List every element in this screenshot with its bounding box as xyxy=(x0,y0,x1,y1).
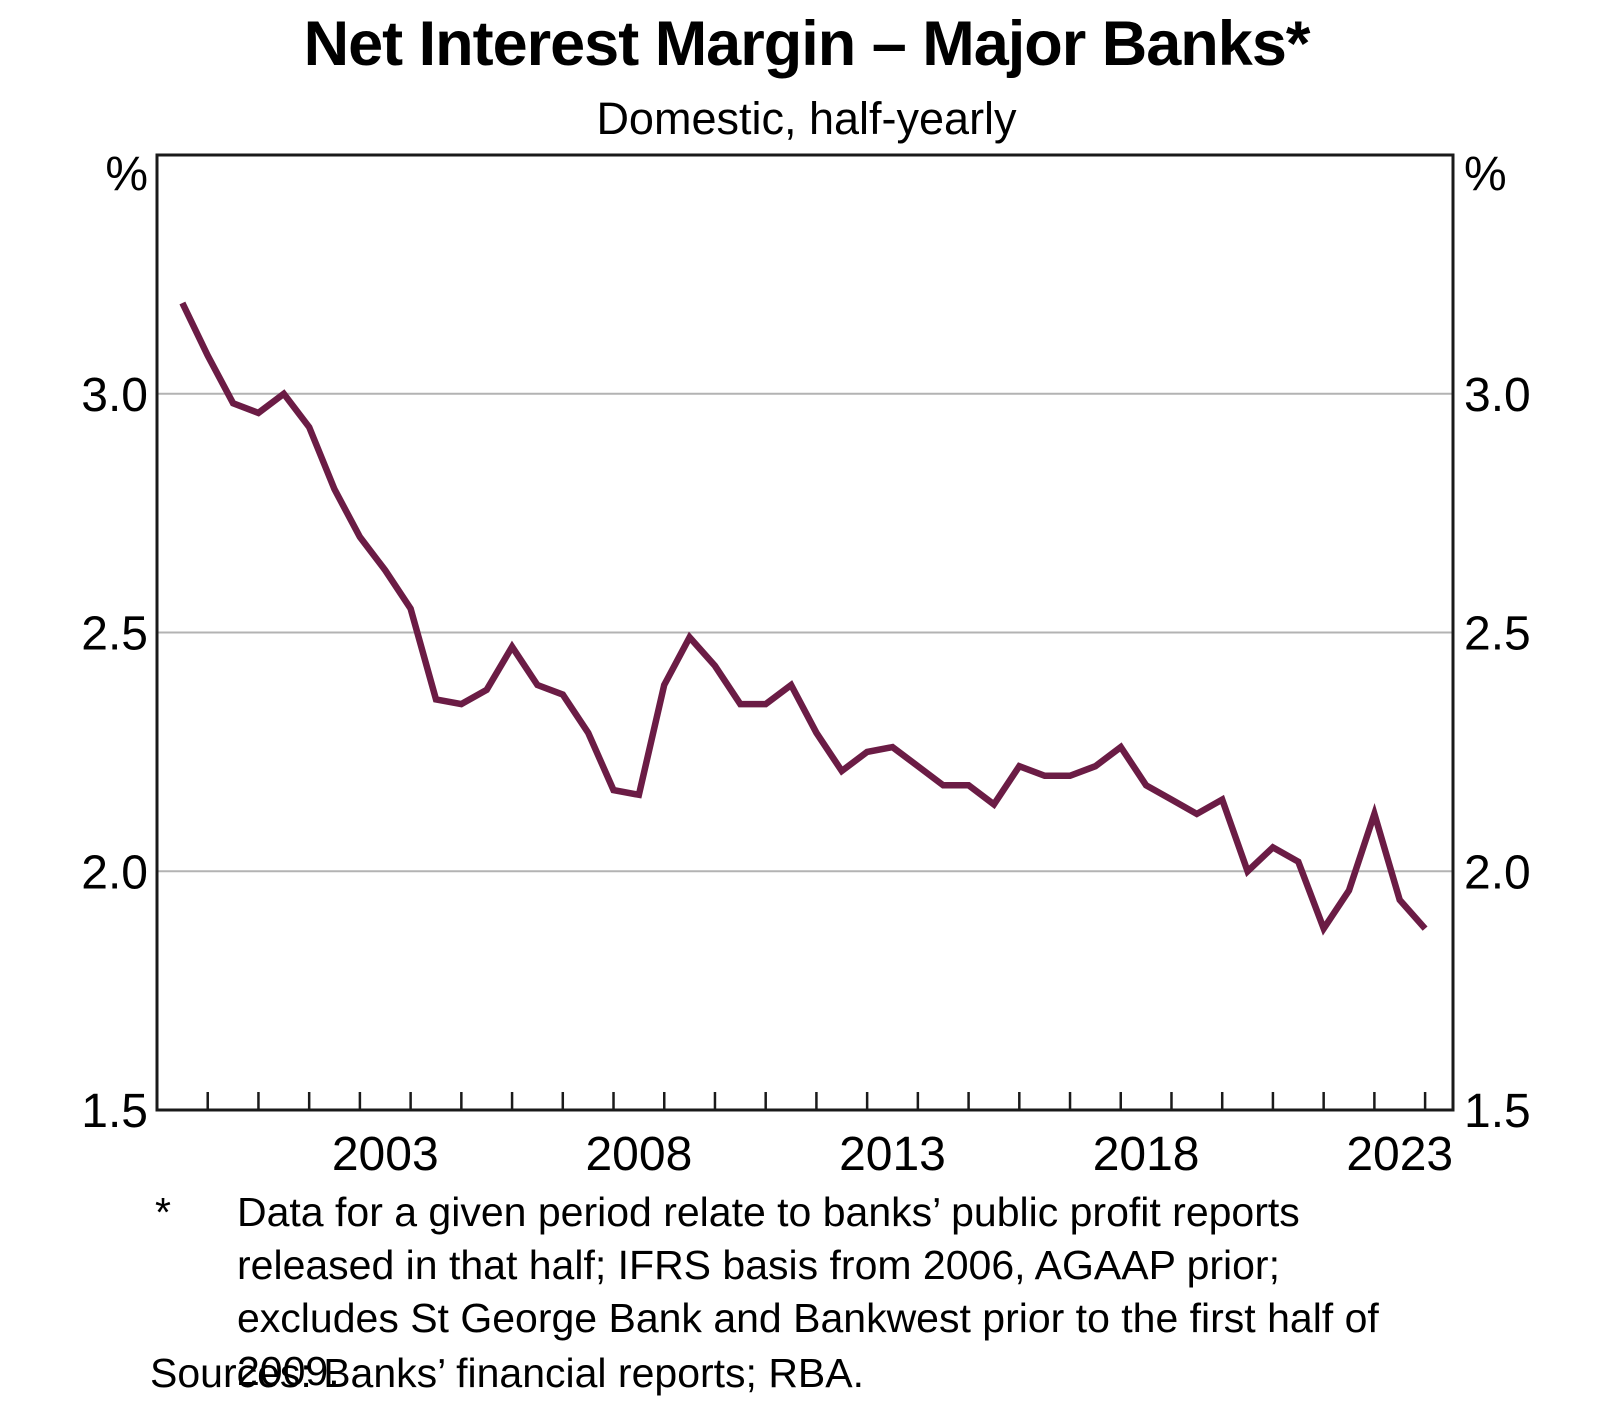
footnote-text: Data for a given period relate to banks’… xyxy=(237,1189,1379,1394)
y-axis-label-left: 2.0 xyxy=(81,846,148,899)
y-axis-label-left: 1.5 xyxy=(81,1085,148,1138)
y-axis-label-right: 2.5 xyxy=(1464,608,1531,661)
footnote: * Data for a given period relate to bank… xyxy=(150,1186,1430,1398)
y-axis-label-left: 2.5 xyxy=(81,608,148,661)
x-axis-year-label: 2018 xyxy=(1093,1128,1200,1181)
page-subtitle: Domestic, half-yearly xyxy=(596,93,1017,144)
y-axis-label-left: 3.0 xyxy=(81,369,148,422)
page-title: Net Interest Margin – Major Banks* xyxy=(303,9,1311,79)
y-axis-label-right: 3.0 xyxy=(1464,369,1531,422)
x-axis-year-label: 2008 xyxy=(585,1128,692,1181)
plot-border xyxy=(155,153,1455,1112)
y-axis-label-right: 1.5 xyxy=(1464,1085,1531,1138)
x-axis-year-label: 2003 xyxy=(332,1128,439,1181)
percent-label-right: % xyxy=(1464,148,1507,201)
sources-text: Sources: Banks’ financial reports; RBA. xyxy=(150,1350,865,1396)
y-axis-label-right: 2.0 xyxy=(1464,846,1531,899)
percent-label-left: % xyxy=(105,148,148,201)
x-axis-year-label: 2013 xyxy=(839,1128,946,1181)
nim-line xyxy=(179,301,1428,936)
x-axis-year-label: 2023 xyxy=(1346,1128,1453,1181)
footnote-asterisk: * xyxy=(155,1189,171,1235)
